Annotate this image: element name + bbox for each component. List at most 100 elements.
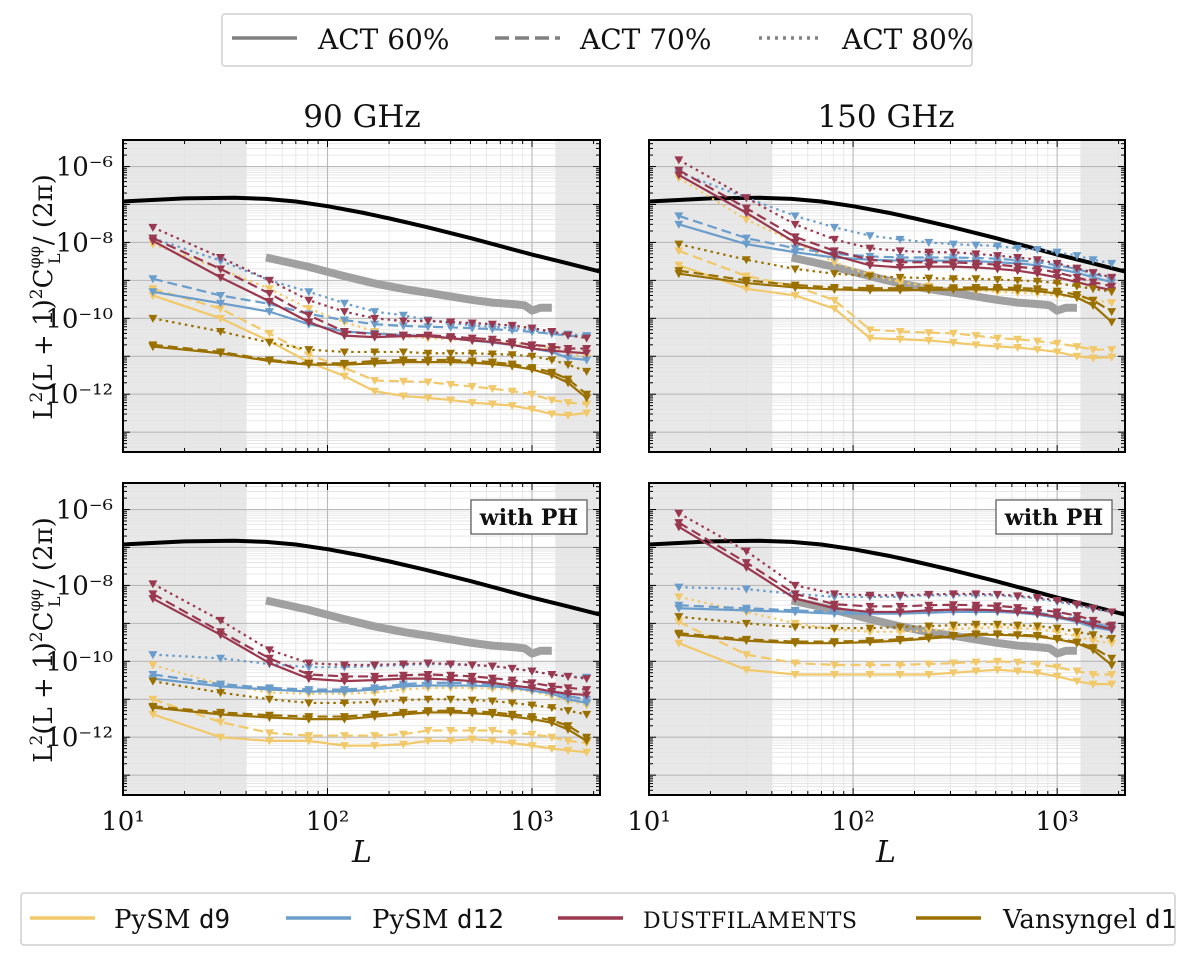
data-point [971,259,981,268]
data-point [398,311,408,320]
grid-minor [649,482,1125,796]
plot-area [649,509,1125,689]
data-point [527,390,537,399]
bottom-legend: PySM d9 PySM d12 DUSTFILAMENTS Vansyngel… [20,892,1176,946]
data-point [264,308,274,317]
data-point [527,324,537,333]
data-point [948,601,958,610]
data-point [790,595,800,604]
data-point [370,308,380,317]
data-point [487,708,497,717]
data-point [398,322,408,331]
data-point [741,256,751,265]
data-point [829,600,839,609]
data-point [992,620,1002,629]
data-point [741,619,751,628]
data-point [370,710,380,719]
data-point [1052,273,1062,282]
series-path [678,249,1112,351]
data-point [216,327,226,336]
data-point [1072,252,1082,261]
data-point [339,686,349,695]
data-point [1052,624,1062,633]
data-point [924,606,934,615]
x-tick-label: 10² [831,807,875,837]
data-point [487,737,497,746]
data-point [924,254,934,263]
data-point [1072,616,1082,625]
series-path [678,615,1112,640]
data-point [339,332,349,341]
data-point [216,616,226,625]
data-point [992,606,1002,615]
data-point [423,317,433,326]
data-point [148,670,158,679]
data-point [339,316,349,325]
data-point [527,352,537,361]
data-point [487,400,497,409]
data-point [148,710,158,719]
data-point [1072,264,1082,273]
data-point [924,284,934,293]
data-point [741,651,751,660]
data-point [304,359,314,368]
theory-curve [649,538,1125,617]
series-line [674,639,1117,689]
data-point [582,691,592,700]
data-point [1032,610,1042,619]
data-point [1013,608,1023,617]
data-point [487,335,497,344]
data-point [563,722,573,731]
series-line [148,341,592,399]
series-path [152,677,587,705]
data-point [1032,256,1042,265]
data-point [547,396,557,405]
data-point [741,559,751,568]
series-line [674,519,1117,630]
data-point [563,375,573,384]
data-point [1088,301,1098,310]
series-line [148,234,592,354]
data-point [582,748,592,757]
annotation-box [470,499,588,535]
data-point [1013,254,1023,263]
data-point [992,657,1002,666]
ticks [122,139,600,453]
data-point [304,675,314,684]
data-point [790,244,800,253]
data-point [264,695,274,704]
data-point [1052,248,1062,257]
data-point [304,732,314,741]
data-point [1032,606,1042,615]
data-point [1052,348,1062,357]
data-point [527,679,537,688]
data-point [924,601,934,610]
data-point [1107,634,1117,643]
series-path [678,525,1112,631]
data-point [741,272,751,281]
data-point [467,334,477,343]
panel-title-90ghz: 90 GHz [303,99,420,135]
data-point [865,244,875,253]
data-point [924,660,934,669]
y-axis-label-bottom: L2(L + 1)2CφφL / (2π) [25,517,64,763]
data-point [1032,246,1042,255]
data-point [563,331,573,340]
grid-minor [123,139,600,453]
data-point [1107,346,1117,355]
data-point [264,646,274,655]
data-point [507,321,517,330]
series-line [148,677,592,719]
series-line [674,247,1117,355]
data-point [582,695,592,704]
data-point [582,345,592,354]
data-point [467,661,477,670]
data-point [1072,343,1082,352]
series-line [148,702,592,742]
ticks [648,482,1125,796]
data-point [1072,612,1082,621]
series-path [152,277,587,339]
data-point [507,360,517,369]
series-line [674,509,1117,617]
data-point [527,730,537,739]
